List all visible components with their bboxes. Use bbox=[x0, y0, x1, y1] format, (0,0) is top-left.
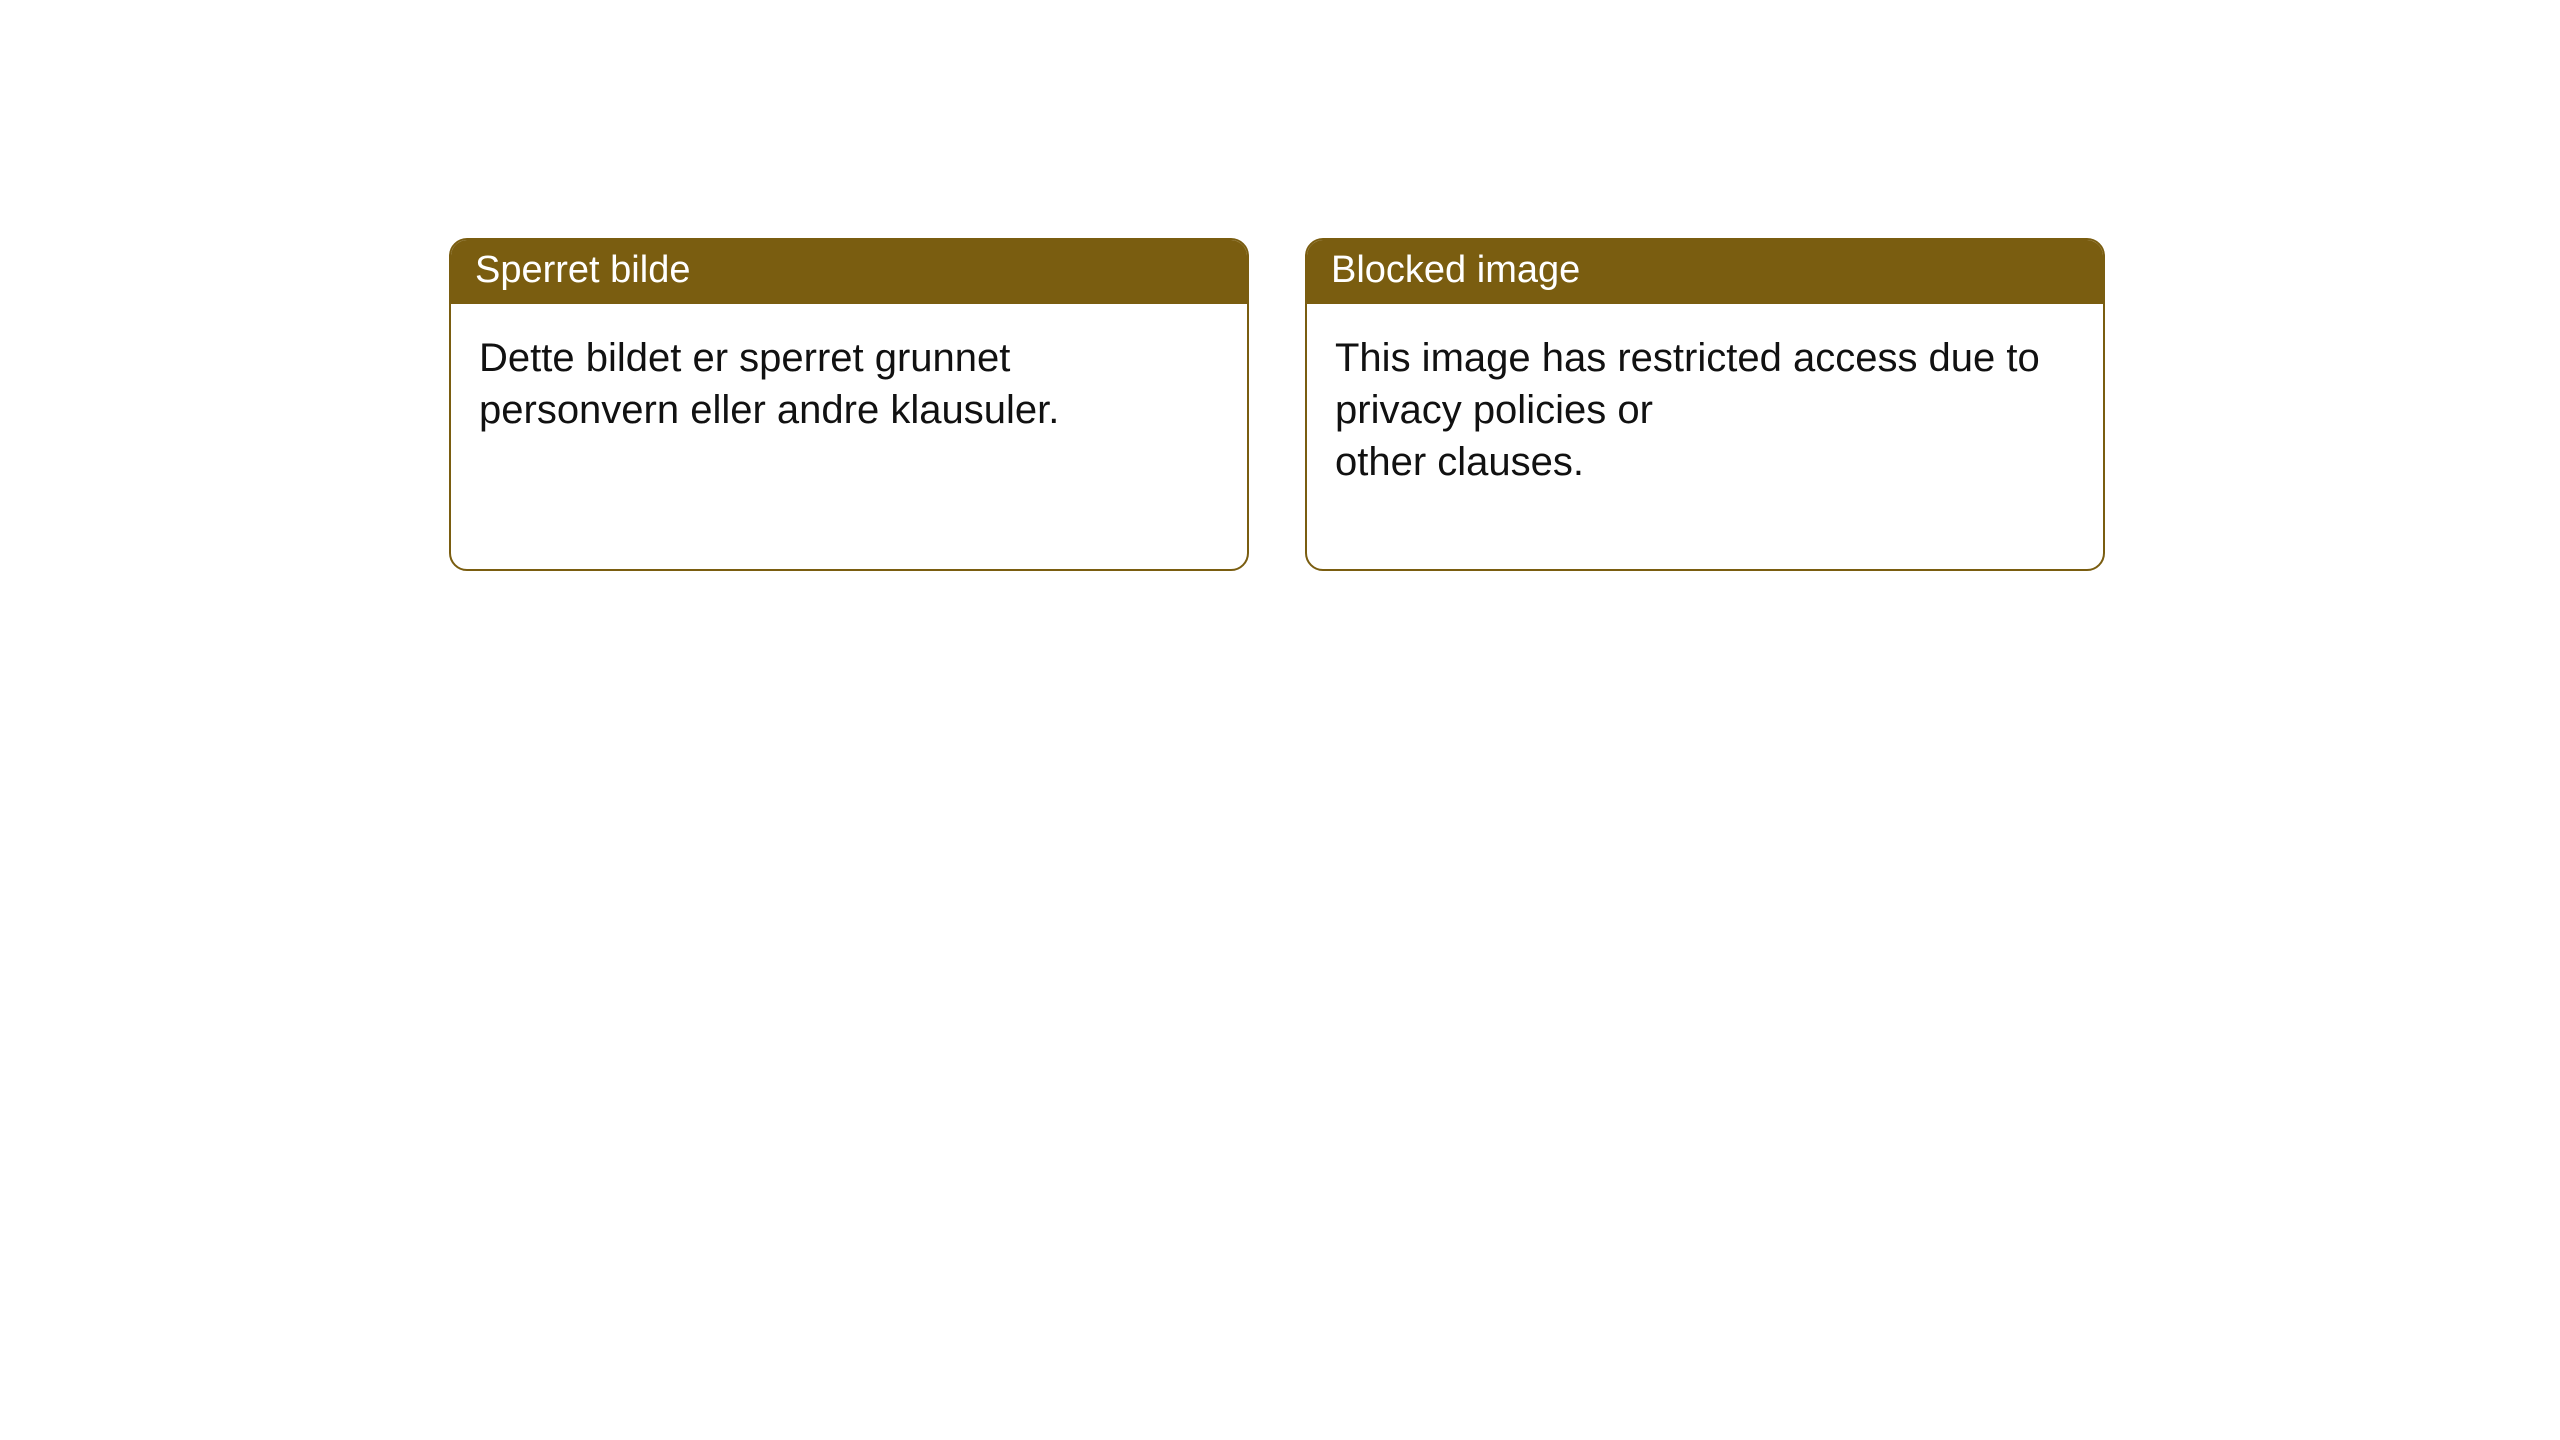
notice-card-body: Dette bildet er sperret grunnet personve… bbox=[451, 304, 1247, 569]
page-root: Sperret bilde Dette bildet er sperret gr… bbox=[0, 0, 2560, 1440]
notice-cards-row: Sperret bilde Dette bildet er sperret gr… bbox=[449, 238, 2105, 571]
notice-card-header: Sperret bilde bbox=[451, 240, 1247, 304]
notice-card-body: This image has restricted access due to … bbox=[1307, 304, 2103, 569]
notice-card-english: Blocked image This image has restricted … bbox=[1305, 238, 2105, 571]
notice-card-norwegian: Sperret bilde Dette bildet er sperret gr… bbox=[449, 238, 1249, 571]
notice-card-header: Blocked image bbox=[1307, 240, 2103, 304]
